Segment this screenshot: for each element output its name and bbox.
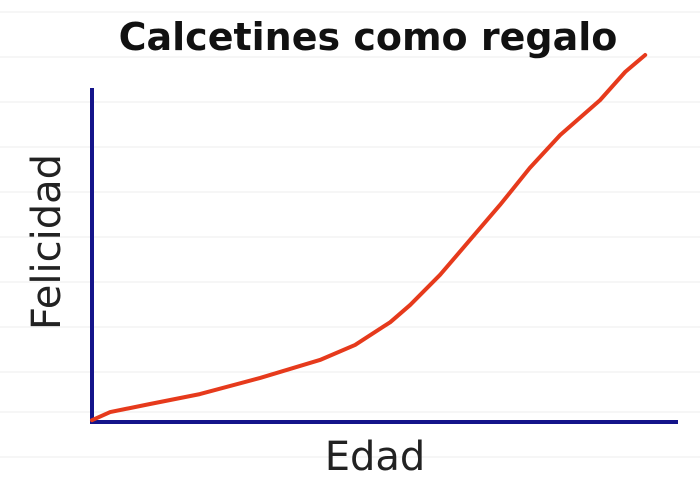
y-axis-label: Felicidad bbox=[24, 154, 70, 330]
data-line bbox=[90, 53, 648, 423]
x-axis-label: Edad bbox=[325, 434, 426, 480]
paper-rules bbox=[0, 11, 700, 458]
chart-title: Calcetines como regalo bbox=[119, 15, 618, 59]
